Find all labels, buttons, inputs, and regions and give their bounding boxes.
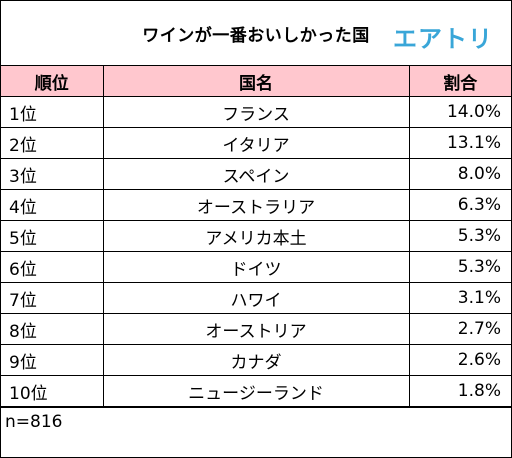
table-row: 2位 イタリア 13.1% xyxy=(1,127,511,159)
table-row: 6位 ドイツ 5.3% xyxy=(1,251,511,283)
rank-cell: 5位 xyxy=(1,220,104,252)
share-cell: 13.1% xyxy=(408,127,511,159)
table-header-row: 順位 国名 割合 xyxy=(1,66,511,97)
table-row: 8位 オーストリア 2.7% xyxy=(1,313,511,345)
rank-cell: 7位 xyxy=(1,282,104,314)
brand-logo: エアトリ xyxy=(393,25,493,53)
country-cell: ニュージーランド xyxy=(102,375,410,407)
share-cell: 2.7% xyxy=(408,313,511,345)
ranking-table: 順位 国名 割合 1位 フランス 14.0% 2位 イタリア 13.1% 3位 スペイン 8.0… xyxy=(1,66,511,407)
share-cell: 14.0% xyxy=(408,96,511,128)
table-row: 4位 オーストラリア 6.3% xyxy=(1,189,511,221)
country-cell: オーストリア xyxy=(102,313,410,345)
sample-size-note: n=816 xyxy=(1,407,511,436)
rank-cell: 10位 xyxy=(1,375,104,407)
rank-cell: 9位 xyxy=(1,344,104,376)
share-cell: 8.0% xyxy=(408,158,511,190)
header-share: 割合 xyxy=(408,66,511,97)
rank-cell: 6位 xyxy=(1,251,104,283)
table-row: 1位 フランス 14.0% xyxy=(1,96,511,128)
country-cell: カナダ xyxy=(102,344,410,376)
share-cell: 5.3% xyxy=(408,220,511,252)
page-title: ワインが一番おいしかった国 xyxy=(142,26,370,46)
table-row: 9位 カナダ 2.6% xyxy=(1,344,511,376)
share-cell: 3.1% xyxy=(408,282,511,314)
country-cell: オーストラリア xyxy=(102,189,410,221)
title-bar: ワインが一番おいしかった国 エアトリ xyxy=(1,1,511,66)
rank-cell: 1位 xyxy=(1,96,104,128)
table-row: 7位 ハワイ 3.1% xyxy=(1,282,511,314)
header-rank: 順位 xyxy=(1,66,104,97)
rank-cell: 8位 xyxy=(1,313,104,345)
table-row: 10位 ニュージーランド 1.8% xyxy=(1,375,511,407)
country-cell: アメリカ本土 xyxy=(102,220,410,252)
share-cell: 5.3% xyxy=(408,251,511,283)
share-cell: 2.6% xyxy=(408,344,511,376)
country-cell: フランス xyxy=(102,96,410,128)
rank-cell: 3位 xyxy=(1,158,104,190)
country-cell: ハワイ xyxy=(102,282,410,314)
country-cell: ドイツ xyxy=(102,251,410,283)
table-row: 3位 スペイン 8.0% xyxy=(1,158,511,190)
rank-cell: 4位 xyxy=(1,189,104,221)
country-cell: スペイン xyxy=(102,158,410,190)
header-country: 国名 xyxy=(102,66,410,97)
table-row: 5位 アメリカ本土 5.3% xyxy=(1,220,511,252)
country-cell: イタリア xyxy=(102,127,410,159)
rank-cell: 2位 xyxy=(1,127,104,159)
share-cell: 1.8% xyxy=(408,375,511,407)
share-cell: 6.3% xyxy=(408,189,511,221)
